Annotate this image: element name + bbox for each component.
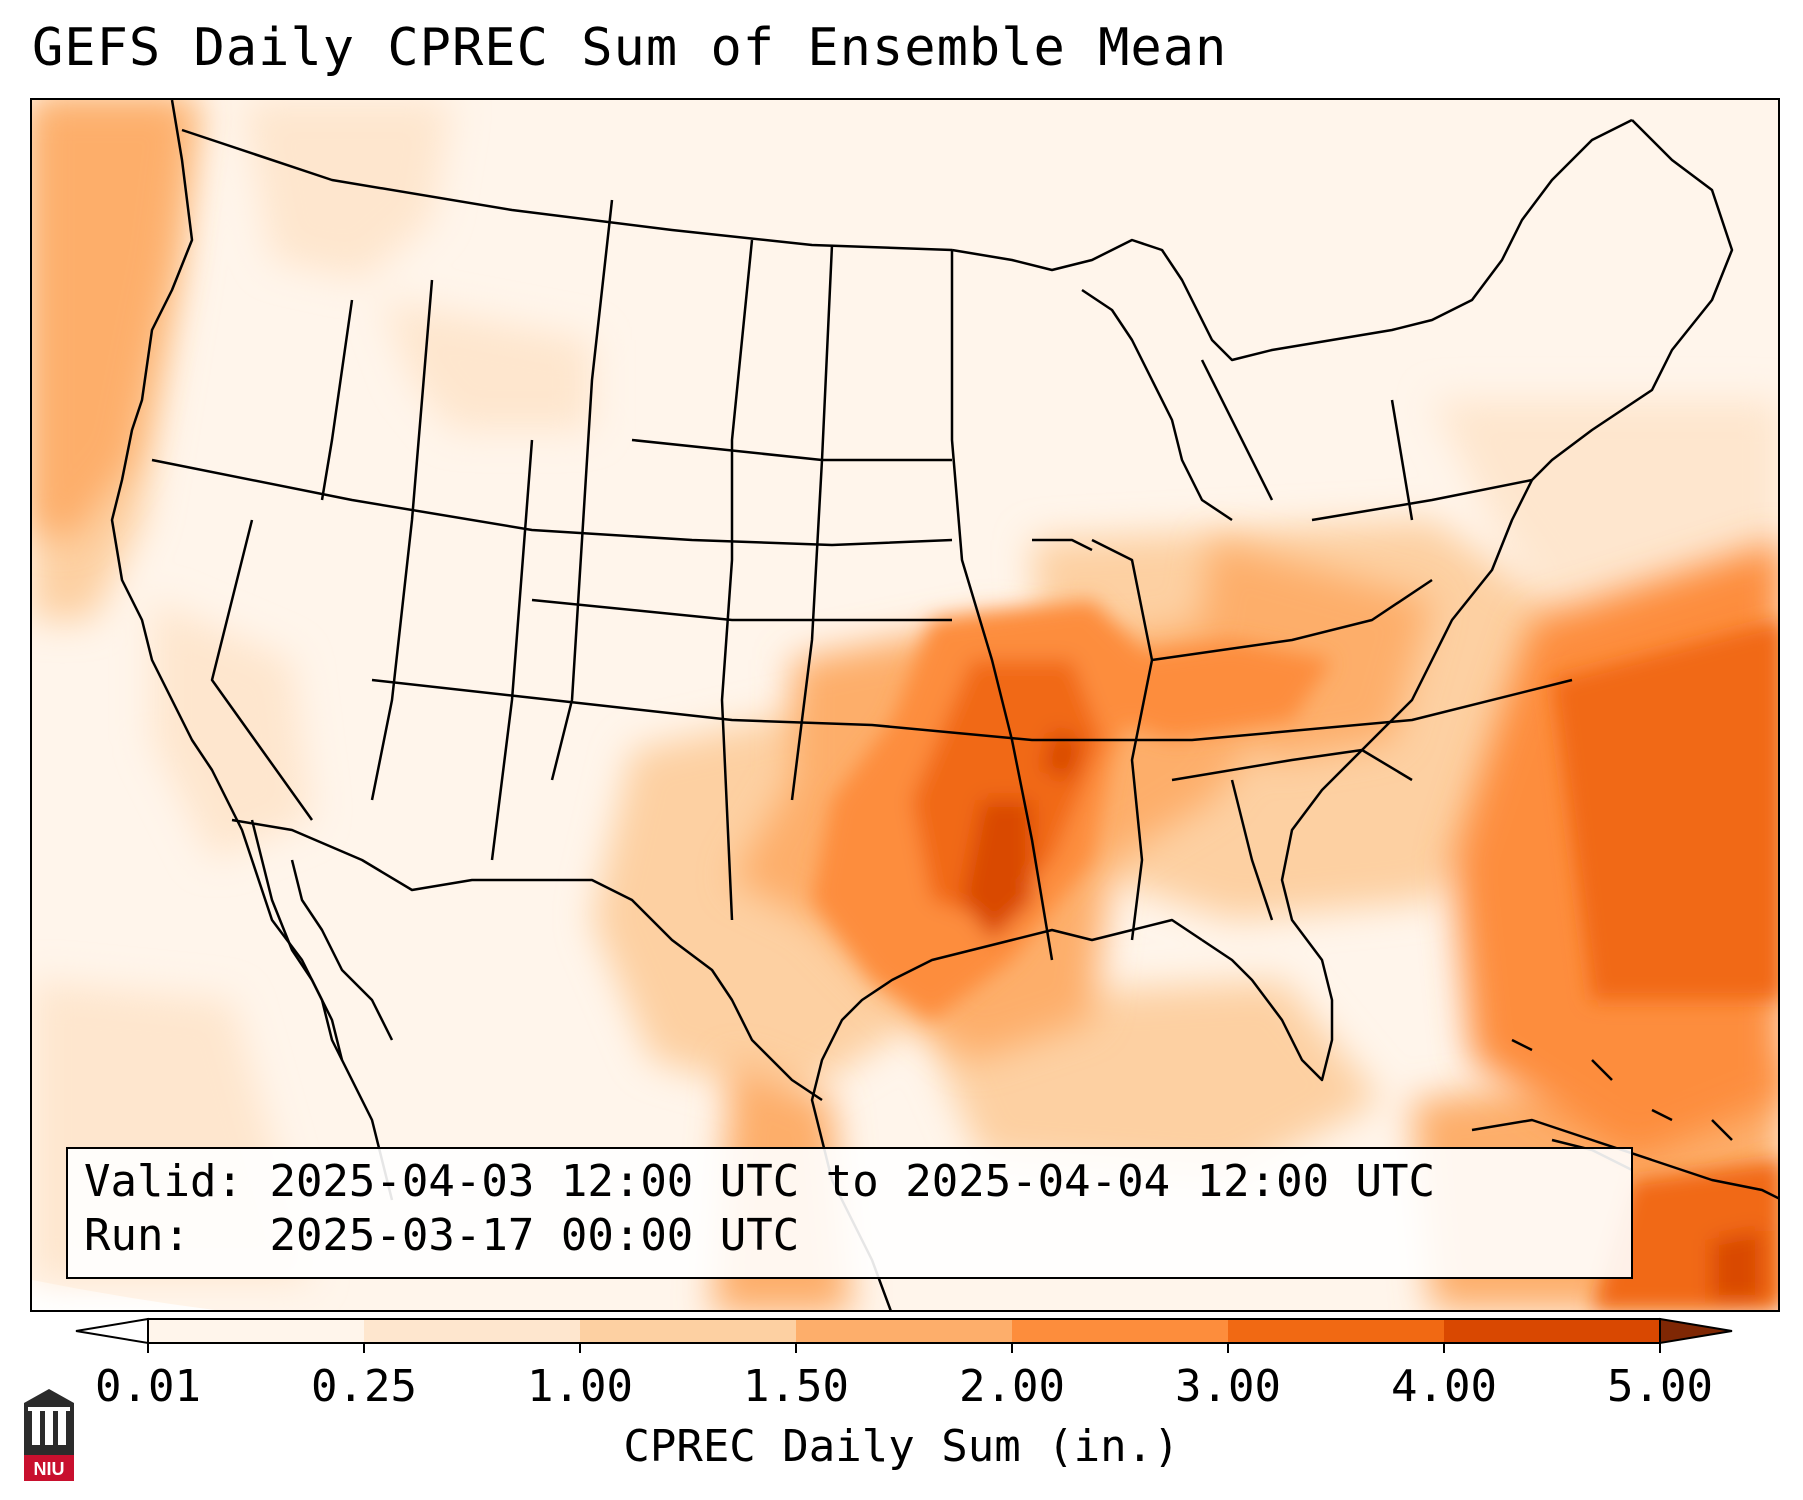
colorbar: 0.01 0.25 1.00 1.50 2.00 3.00 4.00 5.00 — [75, 1317, 1733, 1412]
colorbar-segment — [796, 1319, 1013, 1343]
projection-edge-left — [32, 1280, 215, 1310]
colorbar-segment — [148, 1319, 365, 1343]
colorbar-tick-label: 1.50 — [743, 1361, 849, 1412]
colorbar-tick-label: 1.00 — [527, 1361, 633, 1412]
valid-label: Valid: — [84, 1156, 243, 1207]
colorbar-tick-label: 0.01 — [95, 1361, 201, 1412]
colorbar-segment — [580, 1319, 797, 1343]
colorbar-outline — [147, 1318, 1661, 1344]
coastline-and-borders — [110, 100, 1778, 1310]
colorbar-segment — [364, 1319, 581, 1343]
colorbar-segment — [1444, 1319, 1661, 1343]
colorbar-tick-label: 5.00 — [1607, 1361, 1713, 1412]
colorbar-tick-label: 2.00 — [959, 1361, 1065, 1412]
niu-logo-icon: NIU — [24, 1389, 74, 1481]
map-frame — [30, 98, 1780, 1312]
run-label: Run: — [84, 1210, 190, 1261]
run-row: Run: 2025-03-17 00:00 UTC — [84, 1209, 1615, 1263]
map-title: GEFS Daily CPREC Sum of Ensemble Mean — [32, 18, 1228, 78]
precipitation-map — [32, 100, 1778, 1310]
valid-value: 2025-04-03 12:00 UTC to 2025-04-04 12:00… — [269, 1156, 1436, 1207]
colorbar-over-arrow — [1659, 1317, 1733, 1345]
colorbar-tick-label: 0.25 — [311, 1361, 417, 1412]
info-box: Valid: 2025-04-03 12:00 UTC to 2025-04-0… — [66, 1147, 1633, 1279]
colorbar-tick-label: 4.00 — [1391, 1361, 1497, 1412]
colorbar-segment — [1228, 1319, 1445, 1343]
colorbar-tick-label: 3.00 — [1175, 1361, 1281, 1412]
colorbar-under-arrow — [75, 1317, 149, 1345]
colorbar-segment — [1012, 1319, 1229, 1343]
niu-logo-text: NIU — [34, 1459, 65, 1479]
run-value: 2025-03-17 00:00 UTC — [269, 1210, 800, 1261]
valid-row: Valid: 2025-04-03 12:00 UTC to 2025-04-0… — [84, 1155, 1615, 1209]
colorbar-label: CPREC Daily Sum (in.) — [623, 1421, 1180, 1472]
